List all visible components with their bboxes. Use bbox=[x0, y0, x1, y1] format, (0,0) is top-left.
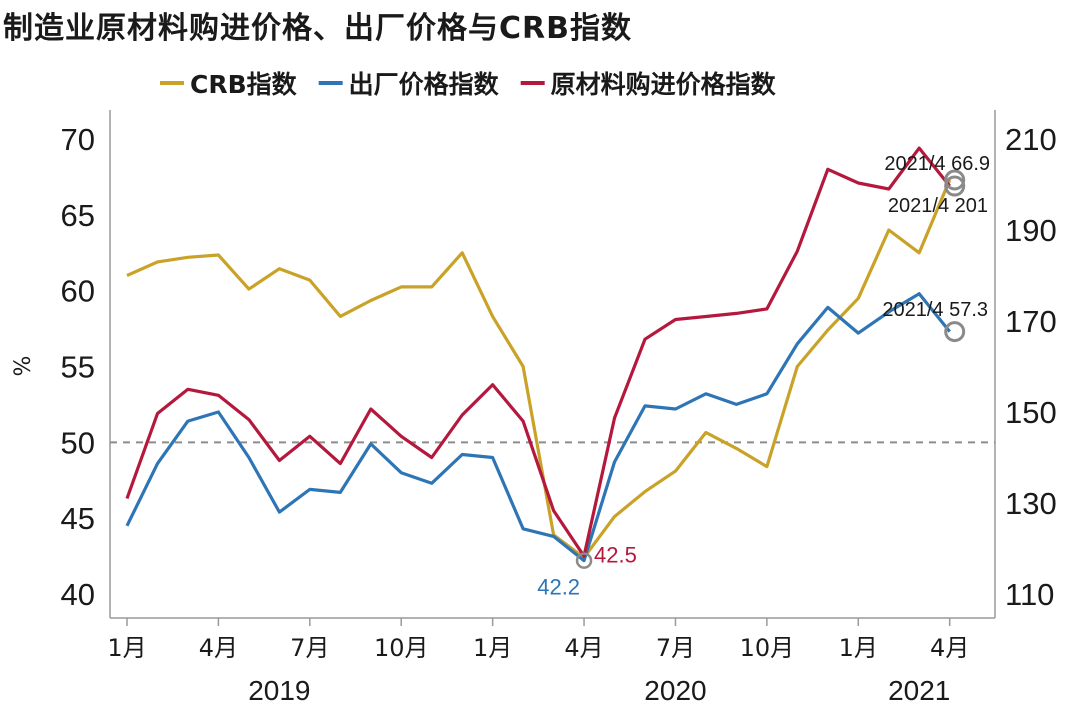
y-tick-left-45: 45 bbox=[61, 501, 95, 536]
x-tick-label-9: 4月 bbox=[930, 634, 969, 662]
y-tick-right-130: 130 bbox=[1005, 486, 1057, 521]
legend-label-2: 原材料购进价格指数 bbox=[551, 70, 777, 99]
x-tick-label-2: 7月 bbox=[290, 634, 329, 662]
y-tick-right-210: 210 bbox=[1005, 122, 1057, 157]
x-tick-label-1: 4月 bbox=[199, 634, 238, 662]
x-tick-label-0: 1月 bbox=[107, 634, 146, 662]
series-line-0 bbox=[126, 179, 952, 560]
series-line-2 bbox=[125, 146, 951, 558]
x-tick-label-5: 4月 bbox=[564, 634, 603, 662]
y-axis-label: % bbox=[11, 356, 36, 377]
annotation-marker-1 bbox=[944, 169, 966, 191]
legend-label-1: 出厂价格指数 bbox=[349, 70, 500, 99]
y-tick-left-65: 65 bbox=[61, 198, 95, 233]
x-tick-label-6: 7月 bbox=[656, 634, 695, 662]
annotation-raw-material: 2021/4 66.9 bbox=[884, 153, 990, 175]
annotation-marker-trough bbox=[575, 552, 593, 569]
y-tick-right-170: 170 bbox=[1005, 304, 1057, 339]
y-tick-left-50: 50 bbox=[61, 425, 95, 460]
x-tick-label-8: 1月 bbox=[839, 634, 878, 662]
year-label-2020: 2020 bbox=[644, 675, 706, 706]
x-tick-label-4: 1月 bbox=[473, 634, 512, 662]
x-tick-label-3: 10月 bbox=[374, 634, 429, 662]
year-label-2019: 2019 bbox=[248, 675, 310, 706]
y-tick-left-55: 55 bbox=[61, 350, 95, 385]
series-line-1 bbox=[125, 292, 951, 563]
y-tick-left-60: 60 bbox=[61, 274, 95, 309]
y-tick-right-150: 150 bbox=[1005, 395, 1057, 430]
y-tick-left-40: 40 bbox=[61, 577, 95, 612]
y-tick-right-190: 190 bbox=[1005, 213, 1057, 248]
chart-title: 制造业原材料购进价格、出厂价格与CRB指数 bbox=[3, 11, 632, 46]
year-label-2021: 2021 bbox=[888, 675, 950, 706]
x-tick-label-7: 10月 bbox=[740, 634, 795, 662]
annotation-42-5: 42.5 bbox=[594, 543, 637, 568]
annotation-marker-0 bbox=[944, 175, 966, 197]
annotation-ex-factory: 2021/4 57.3 bbox=[882, 299, 988, 321]
legend-label-0: CRB指数 bbox=[190, 70, 298, 99]
annotation-marker-2 bbox=[944, 321, 966, 343]
annotation-crb: 2021/4 201 bbox=[888, 195, 988, 217]
y-tick-right-110: 110 bbox=[1005, 577, 1054, 612]
y-tick-left-70: 70 bbox=[61, 122, 95, 157]
annotation-42-2: 42.2 bbox=[537, 575, 580, 600]
